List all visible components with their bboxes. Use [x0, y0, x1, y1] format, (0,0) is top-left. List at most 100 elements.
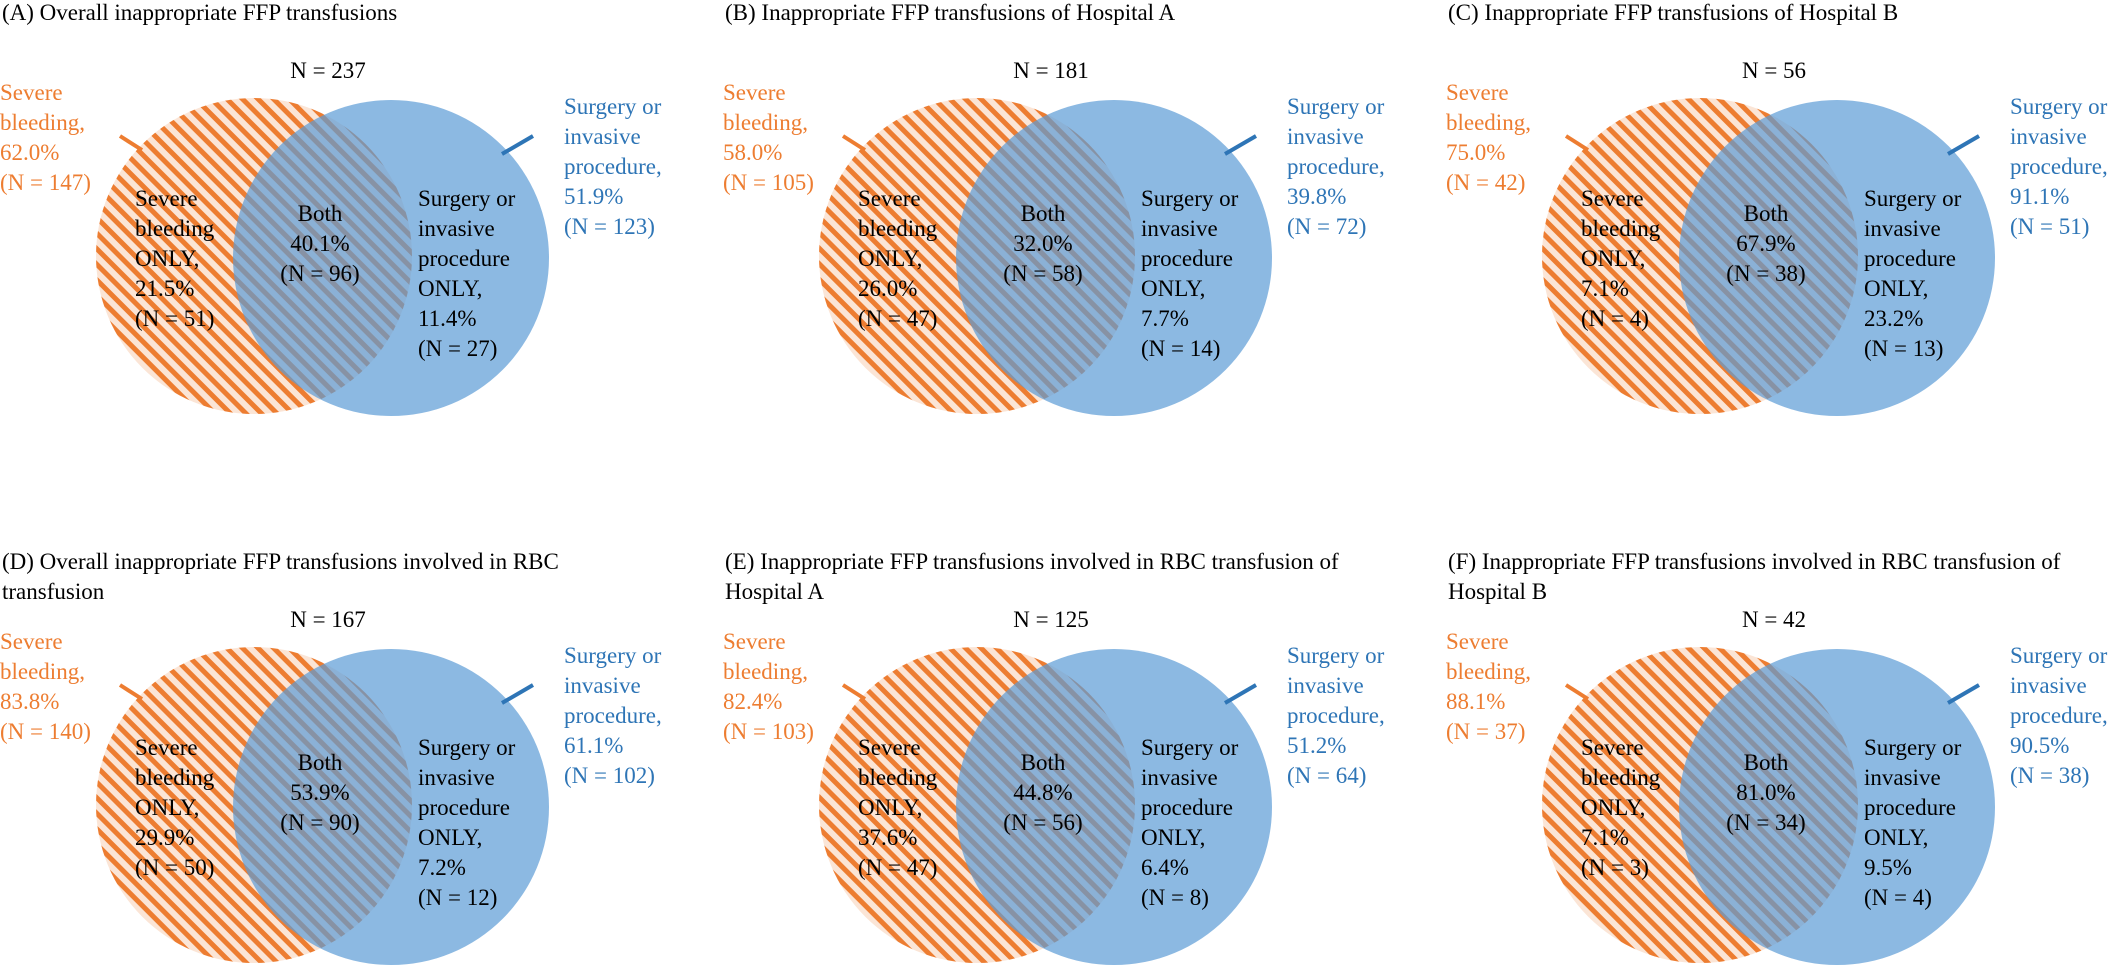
severe-bleeding-label: Severe bleeding, 82.4% (N = 103) — [723, 629, 814, 744]
severe-bleeding-label-line: bleeding, — [723, 110, 808, 135]
severe-bleeding-leader — [841, 683, 867, 701]
surgery-label-line: 61.1% — [564, 733, 623, 758]
surgery-only-label-line: invasive — [418, 765, 495, 790]
severe-bleeding-only-label-line: ONLY, — [858, 246, 922, 271]
venn-panel: (F) Inappropriate FFP transfusions invol… — [1446, 549, 2108, 965]
surgery-label-line: procedure, — [1287, 154, 1385, 179]
panel-title: (B) Inappropriate FFP transfusions of Ho… — [725, 0, 1176, 25]
surgery-label-line: Surgery or — [2010, 643, 2108, 668]
venn-panel: (A) Overall inappropriate FFP transfusio… — [0, 0, 662, 416]
severe-bleeding-only-label-line: ONLY, — [135, 795, 199, 820]
both-label-line: (N = 90) — [280, 810, 359, 835]
surgery-label-line: Surgery or — [1287, 643, 1385, 668]
severe-bleeding-only-label-line: (N = 51) — [135, 306, 214, 331]
surgery-circle — [233, 100, 549, 416]
surgery-only-label-line: (N = 4) — [1864, 885, 1932, 910]
severe-bleeding-only-label-line: (N = 3) — [1581, 855, 1649, 880]
surgery-only-label: Surgery or invasive procedure ONLY, 7.2% (N =… — [418, 735, 516, 910]
severe-bleeding-only-label-line: ONLY, — [1581, 246, 1645, 271]
surgery-only-label: Surgery or invasive procedure ONLY, 11.4% (N … — [418, 186, 516, 361]
surgery-only-label-line: 11.4% — [418, 306, 477, 331]
severe-bleeding-only-label-line: Severe — [135, 186, 198, 211]
severe-bleeding-label-line: (N = 140) — [0, 719, 91, 744]
surgery-label-line: procedure, — [2010, 703, 2108, 728]
surgery-label: Surgery or invasive procedure, 90.5% (N = 38… — [2010, 643, 2108, 788]
surgery-leader — [500, 683, 535, 705]
total-count: N = 56 — [1742, 58, 1806, 83]
severe-bleeding-label-line: 83.8% — [0, 689, 59, 714]
surgery-leader — [1223, 134, 1258, 156]
severe-bleeding-label-line: 82.4% — [723, 689, 782, 714]
severe-bleeding-only-label-line: ONLY, — [1581, 795, 1645, 820]
venn-panel: (D) Overall inappropriate FFP transfusio… — [0, 549, 662, 965]
surgery-only-label-line: Surgery or — [1141, 186, 1239, 211]
panel-title: (C) Inappropriate FFP transfusions of Ho… — [1448, 0, 1898, 25]
severe-bleeding-only-label-line: ONLY, — [858, 795, 922, 820]
surgery-label-line: (N = 72) — [1287, 214, 1366, 239]
severe-bleeding-label: Severe bleeding, 62.0% (N = 147) — [0, 80, 91, 195]
severe-bleeding-label-line: (N = 37) — [1446, 719, 1525, 744]
severe-bleeding-only-label: Severe bleeding ONLY, 26.0% (N = 47) — [858, 186, 938, 331]
severe-bleeding-label-line: bleeding, — [723, 659, 808, 684]
total-count: N = 167 — [290, 607, 366, 632]
surgery-only-label-line: procedure — [1141, 795, 1233, 820]
surgery-only-label-line: invasive — [1141, 216, 1218, 241]
panel-title: (D) Overall inappropriate FFP transfusio… — [2, 549, 559, 604]
both-label-line: (N = 38) — [1726, 261, 1805, 286]
surgery-only-label: Surgery or invasive procedure ONLY, 9.5% (N =… — [1864, 735, 1962, 910]
surgery-label: Surgery or invasive procedure, 91.1% (N = 51… — [2010, 94, 2108, 239]
panel-title-line: (E) Inappropriate FFP transfusions invol… — [725, 549, 1339, 574]
severe-bleeding-only-label: Severe bleeding ONLY, 29.9% (N = 50) — [135, 735, 215, 880]
panel-title-line: (A) Overall inappropriate FFP transfusio… — [2, 0, 397, 25]
panel-title-line: (F) Inappropriate FFP transfusions invol… — [1448, 549, 2061, 574]
surgery-label-line: invasive — [1287, 124, 1364, 149]
severe-bleeding-label-line: 88.1% — [1446, 689, 1505, 714]
surgery-label-line: procedure, — [1287, 703, 1385, 728]
surgery-label-line: procedure, — [2010, 154, 2108, 179]
severe-bleeding-only-label-line: Severe — [858, 735, 921, 760]
severe-bleeding-only-label-line: Severe — [135, 735, 198, 760]
surgery-label-line: 39.8% — [1287, 184, 1346, 209]
surgery-leader — [500, 134, 535, 156]
severe-bleeding-label-line: (N = 103) — [723, 719, 814, 744]
both-label: Both 53.9% (N = 90) — [280, 750, 359, 835]
surgery-label-line: procedure, — [564, 154, 662, 179]
surgery-only-label-line: ONLY, — [1864, 825, 1928, 850]
surgery-only-label-line: 7.7% — [1141, 306, 1189, 331]
total-count: N = 181 — [1013, 58, 1089, 83]
severe-bleeding-label: Severe bleeding, 88.1% (N = 37) — [1446, 629, 1531, 744]
both-label-line: (N = 96) — [280, 261, 359, 286]
surgery-label-line: invasive — [1287, 673, 1364, 698]
surgery-label-line: Surgery or — [2010, 94, 2108, 119]
surgery-label-line: invasive — [564, 124, 641, 149]
severe-bleeding-label-line: 62.0% — [0, 140, 59, 165]
severe-bleeding-only-label-line: 7.1% — [1581, 825, 1629, 850]
surgery-only-label-line: procedure — [1141, 246, 1233, 271]
surgery-only-label-line: procedure — [418, 795, 510, 820]
severe-bleeding-only-label-line: 29.9% — [135, 825, 194, 850]
surgery-only-label: Surgery or invasive procedure ONLY, 7.7% (N =… — [1141, 186, 1239, 361]
surgery-label-line: (N = 51) — [2010, 214, 2089, 239]
severe-bleeding-label-line: Severe — [1446, 629, 1509, 654]
surgery-only-label-line: ONLY, — [418, 825, 482, 850]
surgery-only-label: Surgery or invasive procedure ONLY, 23.2% (N … — [1864, 186, 1962, 361]
both-label-line: 67.9% — [1736, 231, 1795, 256]
both-label-line: Both — [1744, 201, 1789, 226]
panel-title-line: (B) Inappropriate FFP transfusions of Ho… — [725, 0, 1176, 25]
surgery-circle — [233, 649, 549, 965]
panel-title: (A) Overall inappropriate FFP transfusio… — [2, 0, 397, 25]
venn-panel: (E) Inappropriate FFP transfusions invol… — [723, 549, 1385, 965]
both-label-line: Both — [298, 201, 343, 226]
severe-bleeding-leader — [118, 134, 144, 152]
surgery-label-line: 51.2% — [1287, 733, 1346, 758]
both-label-line: 81.0% — [1736, 780, 1795, 805]
surgery-only-label-line: invasive — [1141, 765, 1218, 790]
panel-title-line: Hospital A — [725, 579, 824, 604]
surgery-label-line: (N = 64) — [1287, 763, 1366, 788]
panel-title-line: transfusion — [2, 579, 105, 604]
panel-title-line: (D) Overall inappropriate FFP transfusio… — [2, 549, 559, 574]
severe-bleeding-label: Severe bleeding, 75.0% (N = 42) — [1446, 80, 1531, 195]
surgery-only-label-line: (N = 12) — [418, 885, 497, 910]
panel-title-line: (C) Inappropriate FFP transfusions of Ho… — [1448, 0, 1898, 25]
surgery-circle — [1679, 649, 1995, 965]
